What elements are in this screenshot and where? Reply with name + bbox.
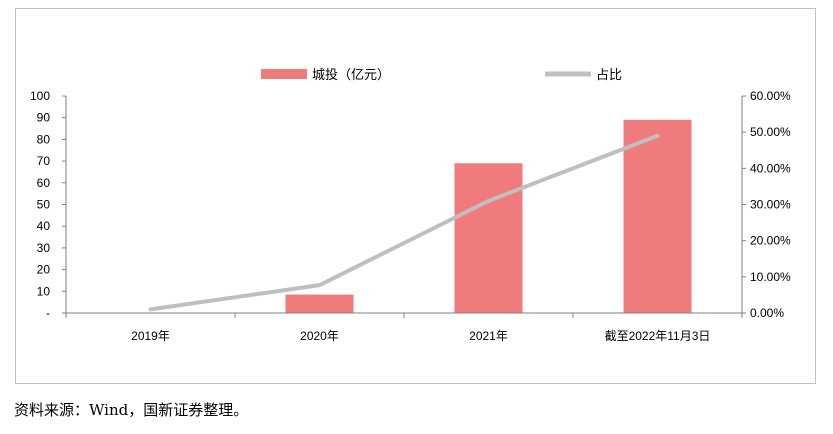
y-left-tick-label: 70 [37, 154, 51, 168]
y-right-tick-label: 0.00% [750, 306, 784, 320]
y-left-tick-label: 80 [37, 132, 51, 146]
chart-frame [15, 8, 816, 384]
line-path [148, 133, 660, 312]
source-note: 资料来源：Wind，国新证券整理。 [14, 401, 249, 419]
legend-swatch-bar [261, 69, 307, 79]
bar [623, 119, 692, 314]
x-tick-label: 2020年 [300, 329, 339, 343]
legend-label-line: 占比 [596, 68, 622, 83]
y-left-tick-label: 50 [37, 198, 51, 212]
y-left-tick-label: 20 [37, 263, 51, 277]
y-right-tick-label: 10.00% [750, 270, 791, 284]
line-series [148, 133, 660, 312]
x-tick-label: 截至2022年11月3日 [605, 329, 711, 343]
y-right-tick-label: 40.00% [750, 161, 791, 175]
bar-series [116, 119, 692, 314]
y-left-tick-label: 90 [37, 111, 51, 125]
y-left-tick-label: - [46, 306, 50, 320]
y-left-tick-label: 100 [30, 89, 50, 103]
legend: 城投（亿元） 占比 [261, 67, 622, 83]
legend-label-bar: 城投（亿元） [312, 67, 390, 83]
x-tick-label: 2019年 [131, 329, 170, 343]
y-right-tick-label: 60.00% [750, 89, 791, 103]
y-left-tick-label: 40 [37, 219, 51, 233]
bar [285, 294, 354, 313]
y-left-tick-label: 10 [37, 284, 51, 298]
x-tick-label: 2021年 [469, 329, 508, 343]
y-right-tick-label: 20.00% [750, 234, 791, 248]
y-left-tick-label: 30 [37, 241, 51, 255]
y-left-tick-label: 60 [37, 176, 51, 190]
y-right-tick-label: 30.00% [750, 198, 791, 212]
axes: - 10 20 30 40 50 60 70 80 90 100 0.00% 10.00% 20.00% 3… [30, 89, 791, 343]
y-right-tick-label: 50.00% [750, 125, 791, 139]
bar [454, 163, 523, 313]
